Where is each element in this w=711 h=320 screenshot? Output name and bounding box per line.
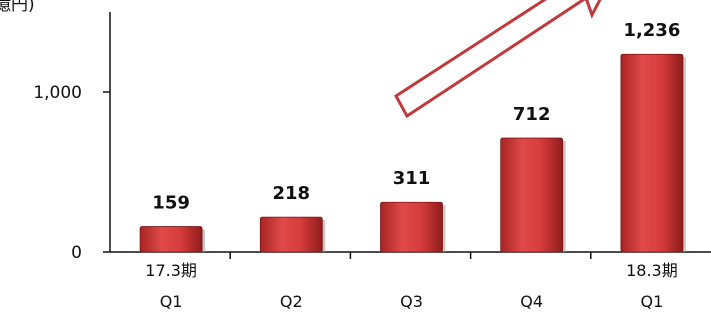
- category-quarter-label: Q4: [520, 292, 543, 311]
- category-period-label: 17.3期: [145, 261, 197, 280]
- category-quarter-label: Q2: [280, 292, 303, 311]
- data-label: 1,236: [623, 20, 680, 41]
- data-label: 159: [152, 193, 190, 214]
- bar: [139, 226, 203, 253]
- category-quarter-label: Q3: [400, 292, 423, 311]
- y-tick-label: 1,000: [33, 83, 82, 103]
- category-period-label: 18.3期: [626, 261, 678, 280]
- data-label: 712: [513, 104, 551, 125]
- bar: [259, 216, 323, 253]
- category-quarter-label: Q1: [160, 292, 183, 311]
- bar: [500, 137, 564, 253]
- bar: [380, 201, 443, 253]
- upward-trend-arrow: [394, 0, 602, 119]
- data-label: 218: [273, 183, 311, 204]
- data-label: 311: [393, 168, 431, 189]
- y-tick-label: 0: [71, 243, 82, 263]
- unit-label: 億円): [0, 0, 35, 15]
- bar: [620, 53, 684, 253]
- category-quarter-label: Q1: [641, 292, 664, 311]
